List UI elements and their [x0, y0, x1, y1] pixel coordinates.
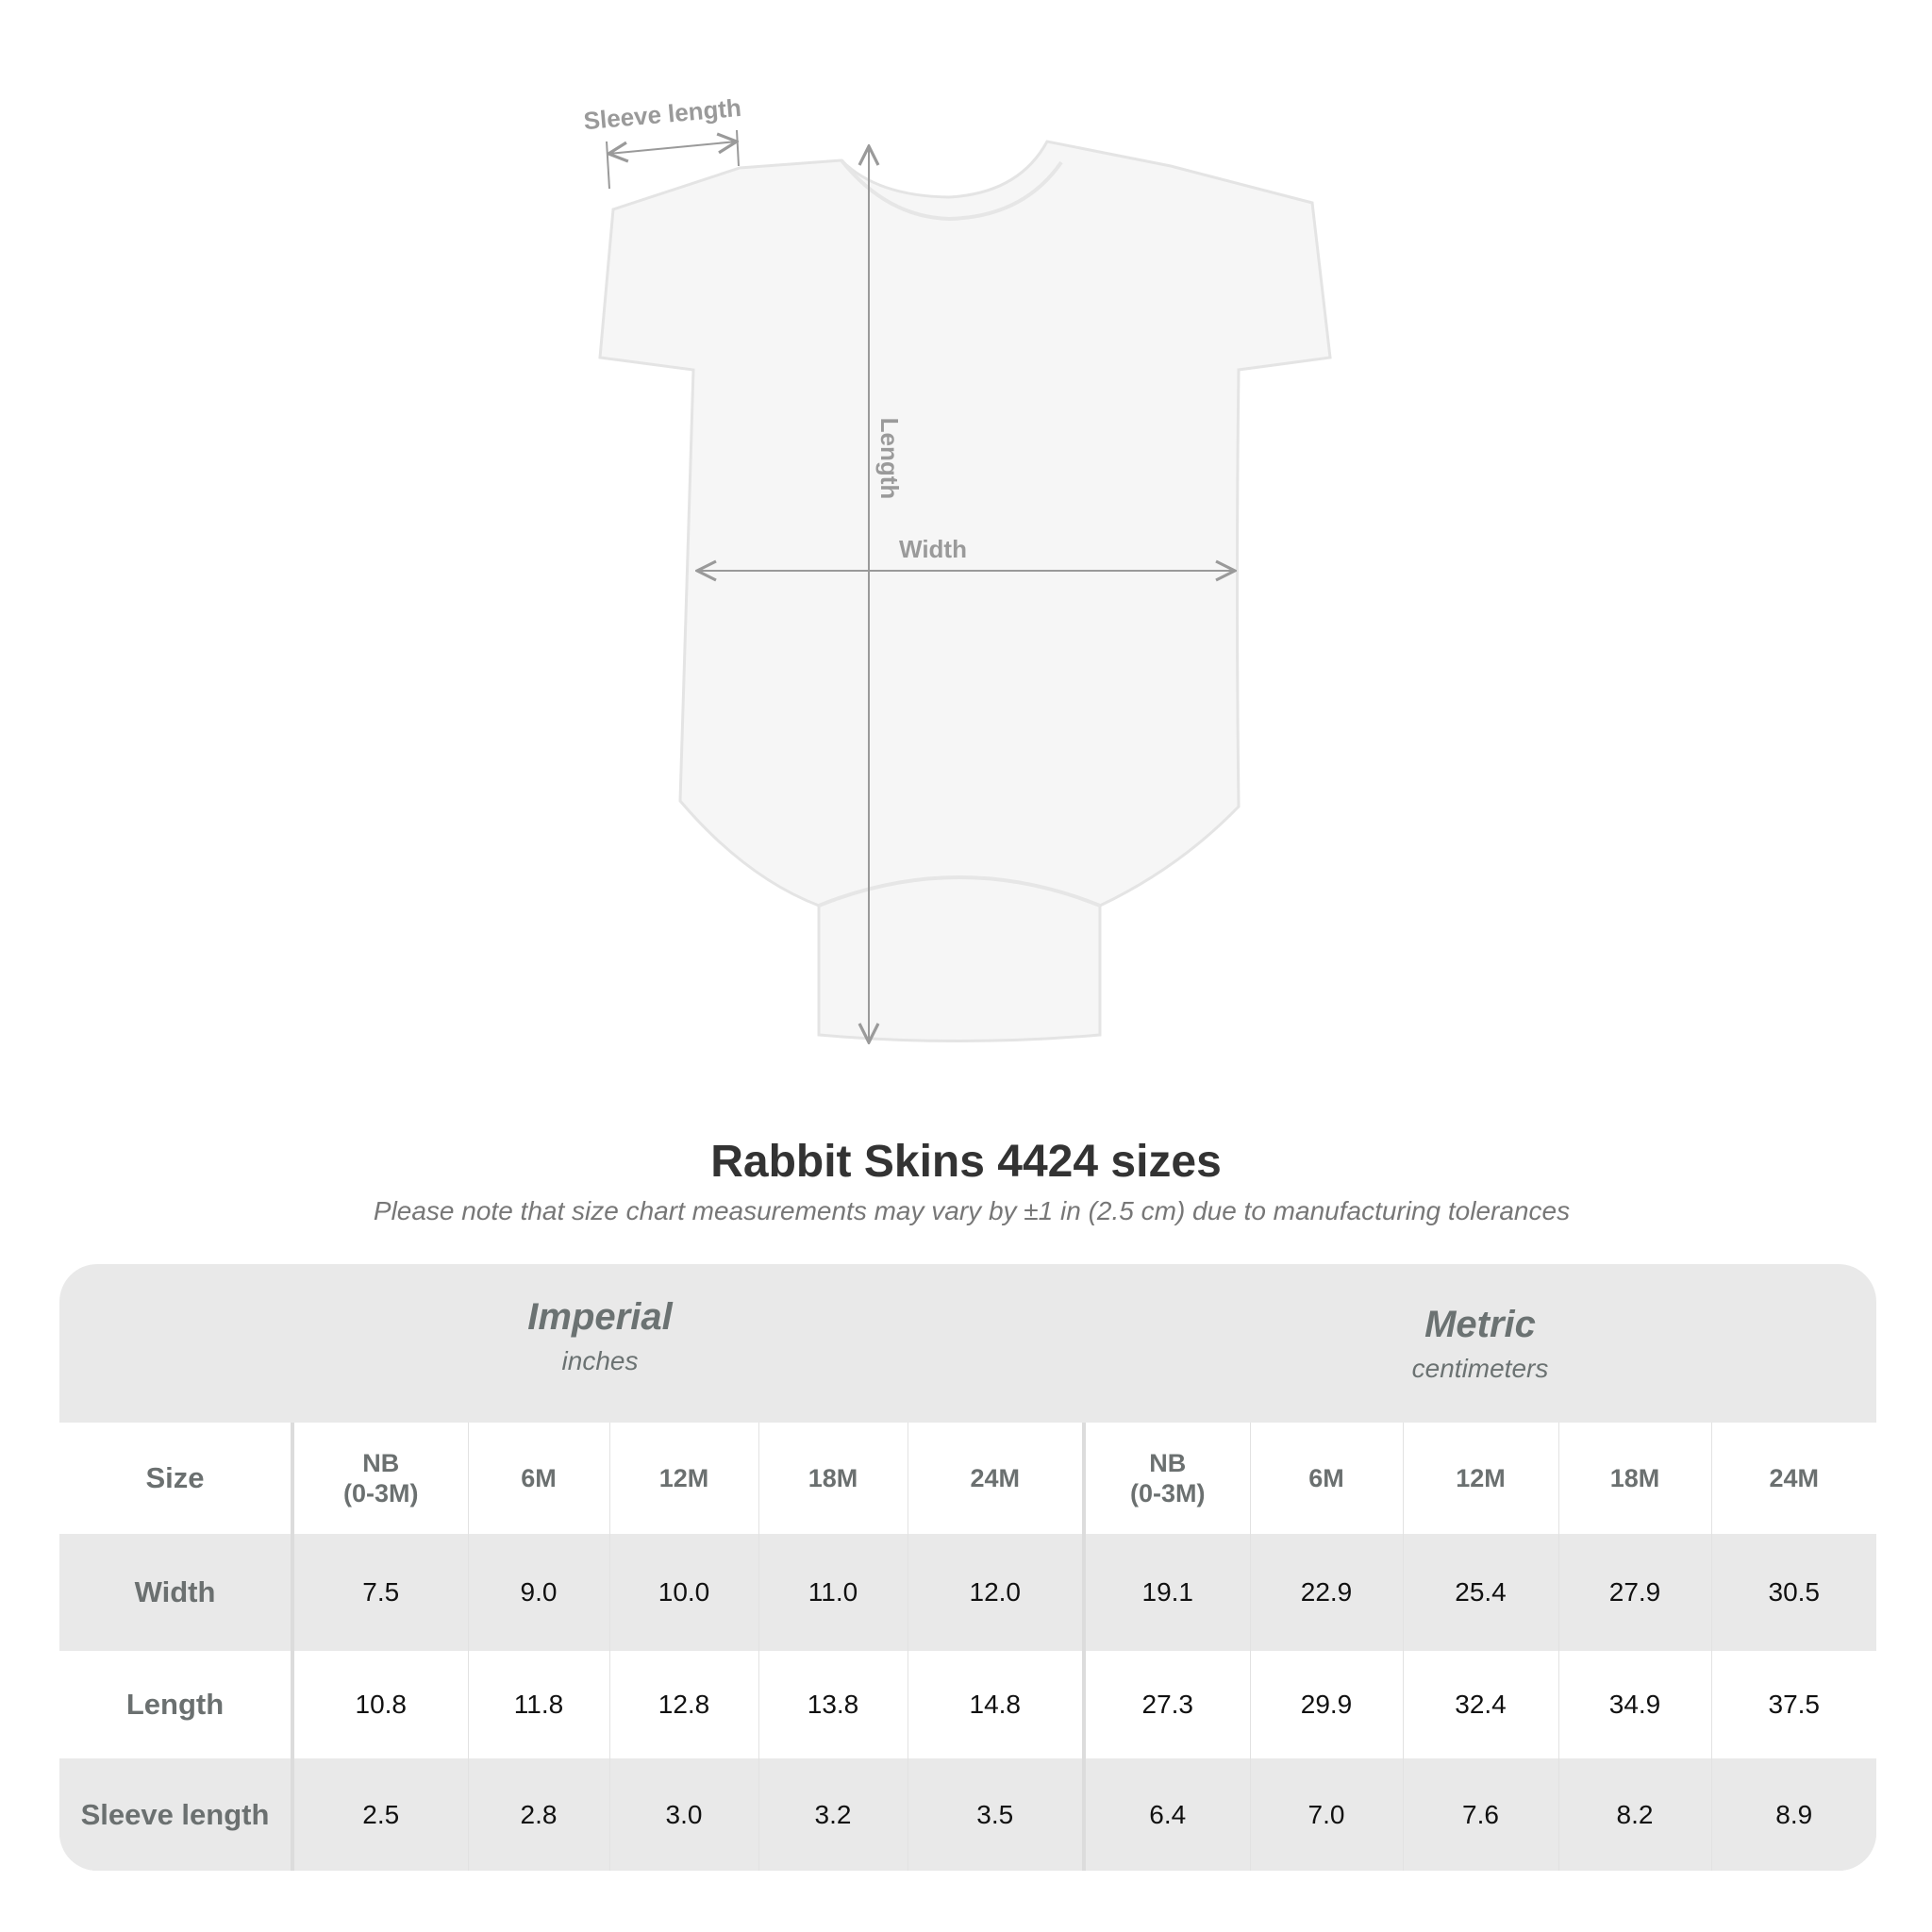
metric-size-header: 24M — [1710, 1423, 1876, 1534]
imperial-title: Imperial — [527, 1296, 673, 1338]
imperial-size-header: 18M — [758, 1423, 908, 1534]
imperial-value-cell: 11.0 — [758, 1534, 908, 1651]
metric-size-header: 6M — [1249, 1423, 1403, 1534]
sleeve-tick — [736, 129, 740, 167]
sleeve-length-label: Sleeve length — [582, 93, 742, 135]
size-name: 6M — [1308, 1464, 1344, 1492]
size-name: 24M — [1769, 1464, 1820, 1492]
size-name: 18M — [808, 1464, 858, 1492]
metric-value-cell: 37.5 — [1710, 1651, 1876, 1758]
size-name: NB — [362, 1449, 400, 1477]
metric-value-cell: 19.1 — [1082, 1534, 1250, 1651]
onesie-shape — [598, 140, 1332, 1042]
row-label-size: Size — [59, 1423, 294, 1534]
imperial-value-cell: 3.0 — [608, 1758, 758, 1871]
row-label: Width — [59, 1534, 294, 1651]
imperial-header: Imperial inches — [292, 1264, 908, 1455]
row-label: Sleeve length — [59, 1758, 294, 1871]
size-header-row: Size NB (0-3M) 6M 12M 18M 24M NB (0-3M) 6M 12M 18M 2… — [59, 1423, 1876, 1534]
row-label: Length — [59, 1651, 294, 1758]
size-name: 12M — [1456, 1464, 1506, 1492]
imperial-value-cell: 3.2 — [758, 1758, 908, 1871]
metric-value-cell: 30.5 — [1710, 1534, 1876, 1651]
imperial-value-cell: 13.8 — [758, 1651, 908, 1758]
imperial-value-cell: 3.5 — [907, 1758, 1084, 1871]
page-title: Rabbit Skins 4424 sizes — [710, 1137, 1222, 1187]
width-label: Width — [899, 535, 967, 563]
metric-value-cell: 27.9 — [1557, 1534, 1711, 1651]
imperial-size-header: 12M — [608, 1423, 758, 1534]
imperial-value-cell: 12.8 — [608, 1651, 758, 1758]
metric-value-cell: 6.4 — [1082, 1758, 1250, 1871]
table-row: Width 7.5 9.0 10.0 11.0 12.0 19.1 22.9 25.4 27.9 3… — [59, 1534, 1876, 1651]
metric-size-header: NB (0-3M) — [1082, 1423, 1250, 1534]
metric-value-cell: 22.9 — [1249, 1534, 1403, 1651]
size-table: Imperial inches Metric centimeters Size N… — [59, 1264, 1876, 1871]
metric-value-cell: 8.2 — [1557, 1758, 1711, 1871]
size-range: (0-3M) — [343, 1479, 419, 1507]
table-row: Sleeve length 2.5 2.8 3.0 3.2 3.5 6.4 7.0 7.6 8.2… — [59, 1758, 1876, 1871]
metric-value-cell: 27.3 — [1082, 1651, 1250, 1758]
metric-value-cell: 34.9 — [1557, 1651, 1711, 1758]
metric-unit: centimeters — [1411, 1354, 1549, 1383]
metric-value-cell: 7.0 — [1249, 1758, 1403, 1871]
onesie-diagram: Sleeve length Length Width — [582, 93, 1332, 1113]
imperial-value-cell: 2.8 — [467, 1758, 609, 1871]
length-label: Length — [875, 418, 904, 500]
metric-value-cell: 25.4 — [1402, 1534, 1558, 1651]
metric-title: Metric — [1424, 1304, 1536, 1345]
imperial-value-cell: 2.5 — [291, 1758, 468, 1871]
imperial-unit: inches — [561, 1346, 639, 1375]
size-name: 6M — [521, 1464, 557, 1492]
imperial-value-cell: 11.8 — [467, 1651, 609, 1758]
metric-header: Metric centimeters — [1084, 1264, 1876, 1462]
table-row: Length 10.8 11.8 12.8 13.8 14.8 27.3 29.9 32.4 34… — [59, 1651, 1876, 1758]
sleeve-tick — [606, 141, 610, 190]
size-range: (0-3M) — [1130, 1479, 1206, 1507]
size-name: 18M — [1609, 1464, 1660, 1492]
imperial-value-cell: 10.8 — [291, 1651, 468, 1758]
imperial-value-cell: 10.0 — [608, 1534, 758, 1651]
size-grid: Size NB (0-3M) 6M 12M 18M 24M NB (0-3M) 6M 12M 18M 2… — [59, 1423, 1876, 1871]
size-name: 24M — [970, 1464, 1021, 1492]
size-name: 12M — [658, 1464, 709, 1492]
snap-seam — [818, 875, 1101, 908]
imperial-value-cell: 12.0 — [907, 1534, 1084, 1651]
imperial-value-cell: 9.0 — [467, 1534, 609, 1651]
imperial-value-cell: 14.8 — [907, 1651, 1084, 1758]
imperial-size-header: NB (0-3M) — [291, 1423, 468, 1534]
metric-size-header: 18M — [1557, 1423, 1711, 1534]
metric-size-header: 12M — [1402, 1423, 1558, 1534]
metric-value-cell: 29.9 — [1249, 1651, 1403, 1758]
sleeve-measure-line — [608, 142, 737, 154]
metric-value-cell: 8.9 — [1710, 1758, 1876, 1871]
metric-value-cell: 32.4 — [1402, 1651, 1558, 1758]
metric-value-cell: 7.6 — [1402, 1758, 1558, 1871]
size-name: NB — [1149, 1449, 1187, 1477]
imperial-value-cell: 7.5 — [291, 1534, 468, 1651]
imperial-size-header: 6M — [467, 1423, 609, 1534]
imperial-size-header: 24M — [907, 1423, 1084, 1534]
tolerance-note: Please note that size chart measurements… — [373, 1196, 1571, 1225]
